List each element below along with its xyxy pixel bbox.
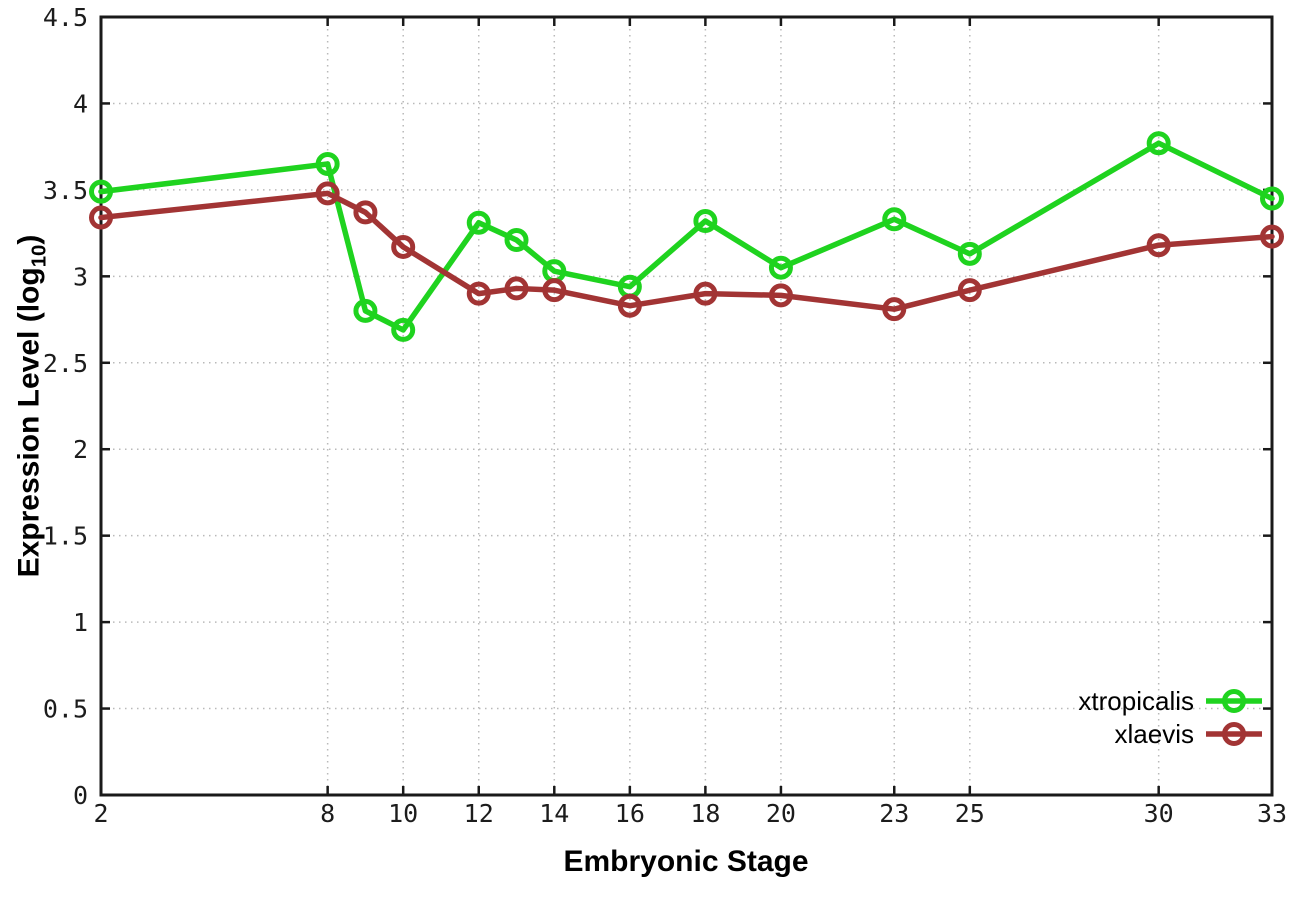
y-tick-label: 2.5 — [43, 349, 88, 378]
legend-marker-xtropicalis — [1206, 688, 1262, 713]
data-point-xtropicalis — [693, 209, 718, 234]
y-tick-label: 4.5 — [43, 3, 88, 32]
x-tick-label: 30 — [1144, 799, 1174, 828]
data-point-xtropicalis — [466, 210, 491, 235]
legend-label-xlaevis: xlaevis — [1114, 718, 1194, 749]
y-tick-label: 0.5 — [43, 695, 88, 724]
x-tick-label: 2 — [93, 799, 108, 828]
series-line-xtropicalis — [98, 140, 1275, 333]
data-point-xtropicalis — [957, 241, 982, 266]
data-point-xlaevis — [1146, 233, 1171, 258]
y-tick-label: 3.5 — [43, 176, 88, 205]
legend-item-xlaevis: xlaevis — [1078, 717, 1264, 750]
x-tick-label: 25 — [955, 799, 985, 828]
data-point-xtropicalis — [89, 179, 113, 204]
x-tick-label: 18 — [690, 799, 720, 828]
x-tick-label: 16 — [615, 799, 645, 828]
legend: xtropicalis xlaevis — [1078, 684, 1264, 750]
x-tick-label: 33 — [1257, 799, 1287, 828]
data-point-xtropicalis — [353, 298, 378, 323]
x-tick-label: 23 — [879, 799, 909, 828]
data-point-xlaevis — [353, 200, 378, 225]
y-axis-title: Expression Level (log10) — [13, 235, 52, 578]
data-point-xtropicalis — [768, 255, 793, 280]
x-axis-title: Embryonic Stage — [563, 845, 809, 878]
data-point-xtropicalis — [1260, 186, 1284, 211]
data-point-xlaevis — [693, 281, 718, 306]
data-point-xtropicalis — [882, 207, 907, 232]
data-point-xlaevis — [957, 278, 982, 303]
legend-label-xtropicalis: xtropicalis — [1078, 685, 1194, 716]
data-point-xtropicalis — [391, 317, 416, 342]
y-axis-title-subscript: 10 — [28, 244, 51, 268]
x-tick-label: 14 — [539, 799, 569, 828]
data-point-xlaevis — [882, 297, 907, 322]
data-point-xtropicalis — [315, 151, 340, 176]
data-point-xlaevis — [504, 276, 529, 301]
y-tick-label: 0 — [73, 781, 88, 810]
legend-item-xtropicalis: xtropicalis — [1078, 684, 1264, 717]
x-tick-label: 8 — [320, 799, 335, 828]
legend-marker-xlaevis — [1206, 721, 1262, 746]
y-tick-label: 3 — [73, 262, 88, 291]
data-point-xlaevis — [768, 283, 793, 308]
data-point-xtropicalis — [504, 228, 529, 253]
y-axis-title-text: Expression Level (log — [12, 267, 46, 578]
x-tick-label: 12 — [464, 799, 494, 828]
data-point-xlaevis — [89, 205, 113, 230]
data-point-xlaevis — [542, 278, 567, 303]
y-tick-label: 4 — [73, 89, 88, 118]
x-tick-label: 10 — [388, 799, 418, 828]
y-tick-label: 1.5 — [43, 522, 88, 551]
data-point-xtropicalis — [1146, 131, 1171, 156]
data-point-xlaevis — [617, 293, 642, 318]
data-point-xlaevis — [391, 234, 416, 259]
data-point-xlaevis — [1260, 224, 1284, 249]
data-point-xlaevis — [466, 281, 491, 306]
data-point-xlaevis — [315, 181, 340, 206]
series-line-xlaevis — [98, 190, 1275, 312]
plot-border — [99, 15, 1274, 797]
x-tick-label: 20 — [766, 799, 796, 828]
y-axis-title-close: ) — [12, 234, 46, 245]
y-tick-label: 2 — [73, 435, 88, 464]
y-tick-label: 1 — [73, 608, 88, 637]
